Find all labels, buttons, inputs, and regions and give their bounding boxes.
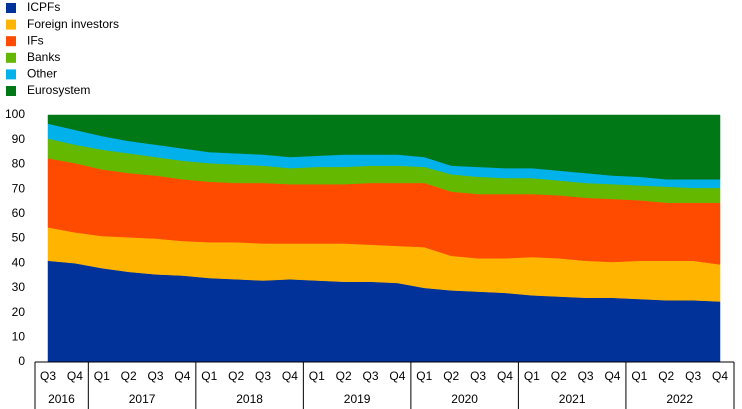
x-tick-label: Q1 [201,369,217,383]
legend-label: Banks [27,50,60,64]
area [47,114,721,180]
x-tick-label: Q4 [712,369,728,383]
y-tick-label: 100 [5,107,25,121]
x-tick-label: Q1 [94,369,110,383]
x-group-label: 2018 [236,392,263,406]
x-tick-label: Q2 [336,369,352,383]
x-tick-label: Q3 [40,369,56,383]
x-tick-label: Q3 [578,369,594,383]
legend-label: Foreign investors [27,17,119,31]
x-tick-label: Q1 [309,369,325,383]
x-tick-label: Q4 [389,369,405,383]
x-group-label: 2022 [666,392,693,406]
x-tick-label: Q2 [658,369,674,383]
x-tick-label: Q4 [174,369,190,383]
x-tick-label: Q1 [631,369,647,383]
x-tick-label: Q4 [497,369,513,383]
legend-label: ICPFs [27,0,60,14]
legend-swatch [6,36,16,47]
legend-label: IFs [27,33,44,47]
x-tick-label: Q4 [67,369,83,383]
y-tick-label: 30 [12,280,26,294]
x-tick-label: Q2 [228,369,244,383]
legend-swatch [6,86,16,96]
y-tick-label: 10 [12,329,26,343]
y-tick-label: 70 [12,181,26,195]
legend-label: Eurosystem [27,83,90,97]
x-tick-label: Q4 [604,369,620,383]
x-group-label: 2021 [559,392,586,406]
x-group-label: 2016 [48,392,75,406]
legend-swatch [6,19,16,30]
x-group-label: 2020 [451,392,478,406]
x-group-label: 2017 [129,392,156,406]
x-group-label: 2019 [344,392,371,406]
y-tick-label: 0 [18,354,25,368]
x-tick-label: Q3 [148,369,164,383]
x-tick-label: Q1 [524,369,540,383]
x-tick-label: Q3 [255,369,271,383]
x-tick-label: Q3 [363,369,379,383]
y-tick-label: 80 [12,157,26,171]
legend-label: Other [27,67,57,81]
x-tick-label: Q2 [551,369,567,383]
y-tick-label: 20 [12,305,26,319]
x-tick-label: Q1 [416,369,432,383]
x-tick-label: Q3 [685,369,701,383]
x-tick-label: Q2 [443,369,459,383]
y-tick-label: 50 [12,231,26,245]
y-tick-label: 90 [12,132,26,146]
y-tick-label: 60 [12,206,26,220]
y-tick-label: 40 [12,255,26,269]
x-tick-label: Q3 [470,369,486,383]
legend-swatch [6,52,16,63]
x-tick-label: Q2 [121,369,137,383]
legend-swatch [6,69,16,80]
legend-swatch [6,3,16,13]
x-tick-label: Q4 [282,369,298,383]
